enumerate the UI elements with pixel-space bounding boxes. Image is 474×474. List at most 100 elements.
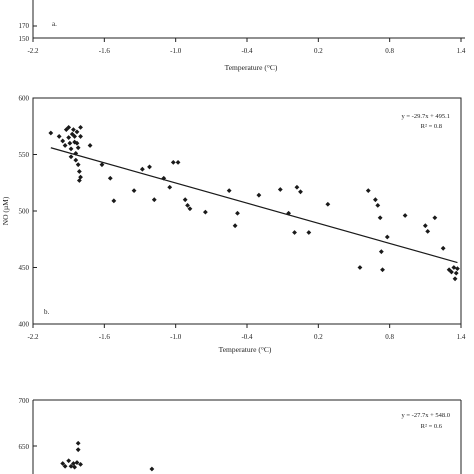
panel-b-point bbox=[75, 162, 81, 168]
panel-b-point bbox=[373, 197, 378, 203]
panel-b-point bbox=[235, 210, 240, 216]
panel-b-point bbox=[72, 134, 78, 139]
panel-b-point bbox=[375, 202, 381, 208]
panel-a-xtick-label: -1.0 bbox=[170, 47, 182, 55]
panel-b-point bbox=[298, 189, 303, 195]
panel-b-point bbox=[107, 175, 113, 181]
panel-b-point bbox=[73, 157, 79, 163]
panel-b-fit-equation: y = -29.7x + 495.1 bbox=[402, 113, 451, 120]
panel-b-point bbox=[74, 140, 80, 146]
panel-c-fit-equation: y = -27.7x + 548.0 bbox=[402, 412, 451, 419]
panel-b-point bbox=[422, 223, 428, 229]
panel-b-ytick-label: 450 bbox=[19, 264, 30, 272]
panel-b-x-axis-title: Temperature (°C) bbox=[219, 345, 272, 354]
panel-b-x-ticks: -2.2 -1.6 -1.0 -0.4 0.2 0.8 1.4 bbox=[27, 324, 466, 341]
panel-b-point bbox=[357, 265, 363, 270]
panel-b-point bbox=[440, 245, 446, 251]
panel-b-point bbox=[402, 213, 408, 218]
panel-b-point bbox=[380, 267, 385, 273]
panel-b-point bbox=[68, 154, 74, 160]
panel-b-xtick-label: 0.2 bbox=[314, 333, 323, 341]
panel-b-point bbox=[425, 228, 431, 234]
panel-b-point bbox=[294, 184, 300, 190]
panel-b-xtick-label: -2.2 bbox=[27, 333, 39, 341]
panel-b-point bbox=[292, 230, 297, 235]
panel-b-point bbox=[131, 188, 137, 194]
panel-b-trend-line bbox=[50, 147, 458, 264]
panel-b-point bbox=[147, 164, 152, 170]
panel-c-point bbox=[149, 466, 155, 472]
panel-b-point bbox=[185, 202, 190, 208]
panel-c-data-points bbox=[60, 440, 155, 472]
panel-b-xtick-label: 1.4 bbox=[457, 333, 466, 341]
panel-b-point bbox=[69, 131, 75, 137]
panel-b-point bbox=[365, 188, 371, 194]
panel-b-point bbox=[378, 249, 384, 255]
panel-b-point bbox=[73, 150, 79, 156]
panel-b-point bbox=[202, 209, 208, 215]
panel-b-point bbox=[87, 143, 93, 148]
panel-b-xtick-label: 0.8 bbox=[385, 333, 394, 341]
panel-b-point bbox=[68, 146, 74, 152]
panel-b-point bbox=[451, 265, 457, 270]
panel-c-point bbox=[75, 440, 81, 446]
panel-a-tag: a. bbox=[52, 20, 57, 28]
panel-b-point bbox=[325, 201, 331, 207]
panel-b-xtick-label: -0.4 bbox=[241, 333, 253, 341]
panel-b: 600 550 500 450 400 -2.2 -1.6 -1.0 -0.4 0.2 0.8 1.… bbox=[1, 95, 466, 355]
panel-b-y-axis-title: NO (µM) bbox=[1, 196, 10, 225]
panel-c-point bbox=[60, 461, 66, 466]
panel-b-r-squared: R² = 0.8 bbox=[421, 123, 442, 130]
panel-b-point bbox=[66, 135, 72, 140]
panel-b-point bbox=[175, 160, 181, 165]
panel-b-point bbox=[76, 169, 82, 174]
panel-b-ytick-label: 600 bbox=[19, 95, 30, 103]
panel-b-point bbox=[453, 270, 459, 276]
panel-b-point bbox=[67, 140, 73, 146]
panel-c-point bbox=[75, 447, 81, 453]
panel-b-data-points bbox=[48, 124, 460, 282]
panel-b-point bbox=[111, 198, 117, 204]
panel-a-ytick-label-150: 150 bbox=[19, 35, 30, 43]
panel-a-xtick-label: -0.4 bbox=[241, 47, 253, 55]
panel-b-point bbox=[432, 215, 438, 221]
panel-b-point bbox=[76, 178, 82, 183]
panel-b-point bbox=[60, 138, 66, 144]
panel-b-point bbox=[277, 187, 283, 192]
panel-b-point bbox=[306, 230, 312, 235]
panel-b-point bbox=[170, 160, 176, 165]
panel-a-xtick-label: 0.2 bbox=[314, 47, 323, 55]
panel-c-ytick-label-650: 650 bbox=[19, 443, 30, 451]
panel-a-x-axis-title: Temperature (°C) bbox=[225, 63, 278, 72]
panel-b-ytick-label: 500 bbox=[19, 208, 30, 216]
panel-a-xtick-label: -2.2 bbox=[27, 47, 39, 55]
panel-a-ytick-label-170: 170 bbox=[19, 22, 30, 30]
panel-b-point bbox=[256, 192, 262, 198]
panel-a-xtick-label: 0.8 bbox=[385, 47, 394, 55]
panel-b-point bbox=[449, 269, 454, 275]
panel-b-point bbox=[74, 129, 80, 135]
panel-b-point bbox=[286, 210, 292, 216]
panel-c-point bbox=[66, 458, 72, 464]
panel-b-point bbox=[377, 215, 383, 221]
panel-b-point bbox=[62, 143, 68, 148]
panel-b-point bbox=[78, 174, 83, 180]
panel-a-xtick-label: -1.6 bbox=[99, 47, 111, 55]
panel-b-point bbox=[48, 130, 54, 136]
panel-b-point bbox=[151, 197, 157, 203]
panel-b-point bbox=[226, 188, 232, 194]
panel-b-point bbox=[384, 234, 390, 240]
panel-b-point bbox=[167, 184, 173, 190]
panel-b-y-ticks: 600 550 500 450 400 bbox=[19, 95, 37, 329]
panel-b-point bbox=[75, 145, 81, 151]
panel-b-point bbox=[66, 124, 72, 130]
panel-b-tag: b. bbox=[44, 308, 50, 316]
panel-b-ytick-label: 550 bbox=[19, 151, 30, 159]
panel-b-xtick-label: -1.0 bbox=[170, 333, 182, 341]
panel-c: 700 650 y = -27.7x + 548.0 R² = 0.6 bbox=[19, 397, 462, 474]
panel-b-point bbox=[71, 127, 76, 133]
panel-b-ytick-label: 400 bbox=[19, 321, 30, 329]
panel-b-point bbox=[187, 206, 193, 212]
panel-c-point bbox=[72, 464, 78, 470]
